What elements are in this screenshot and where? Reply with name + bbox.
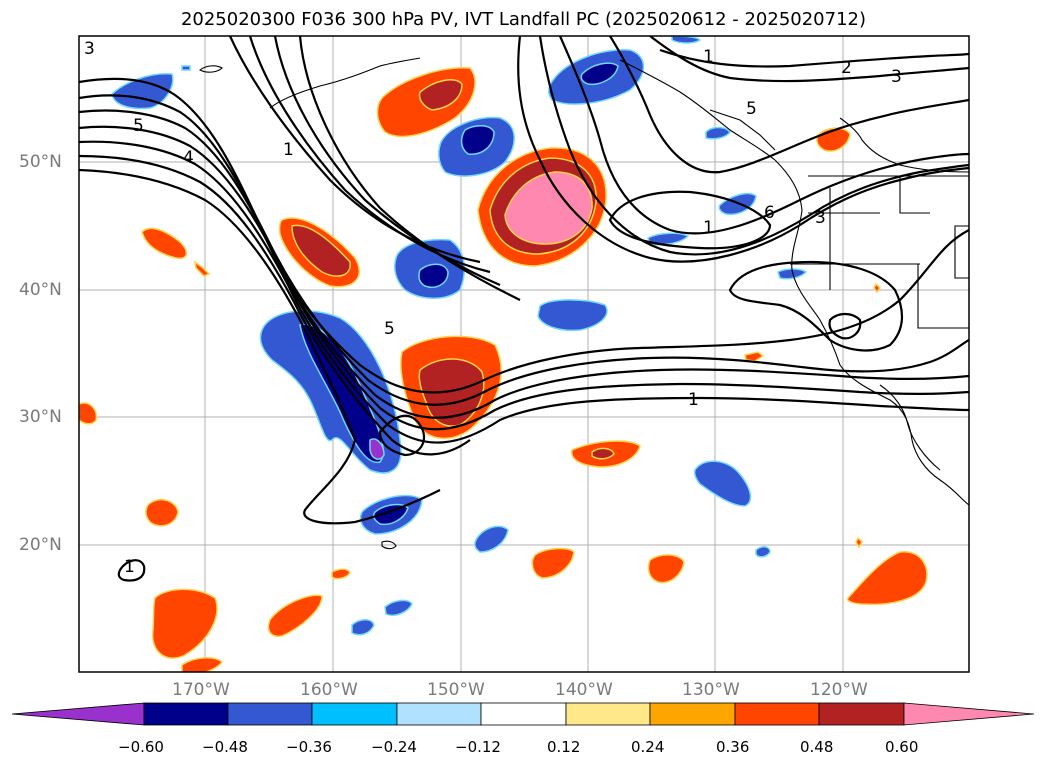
contour-label: 3	[84, 39, 95, 59]
pv-negative-blob	[369, 438, 385, 460]
colorbar-extend-max	[903, 702, 1035, 726]
pv-positive-blob	[418, 79, 463, 111]
colorbar-extend-min	[11, 702, 145, 726]
pv-negative-blob	[460, 125, 495, 155]
contour-label: 3	[891, 67, 902, 87]
contour-label: 5	[746, 99, 757, 119]
contour-label: 2	[841, 58, 852, 78]
lat-label: 40°N	[19, 280, 62, 300]
pv-negative-blob	[372, 503, 409, 526]
lon-label: 140°W	[555, 680, 613, 700]
lat-label: 20°N	[19, 535, 62, 555]
lon-label: 130°W	[682, 680, 740, 700]
colorbar-segment	[143, 702, 229, 726]
pv-positive-blob	[181, 657, 224, 672]
lon-label: 120°W	[810, 680, 868, 700]
pv-negative-blob	[474, 525, 509, 553]
pv-positive-blob	[267, 594, 323, 638]
colorbar-tick-label: 0.12	[547, 738, 581, 756]
colorbar-segment	[649, 702, 736, 726]
coastlines	[198, 57, 969, 550]
colorbar-segment	[480, 702, 567, 726]
pv-negative-blob	[755, 546, 771, 558]
lon-label: 160°W	[300, 680, 358, 700]
colorbar-tick-label: −0.60	[118, 738, 164, 756]
pv-negative-blob	[384, 599, 413, 616]
pv-positive-blob	[145, 498, 179, 527]
colorbar-tick-label: −0.48	[202, 738, 248, 756]
pv-negative-blob	[671, 36, 702, 44]
contour-label: 6	[764, 203, 775, 223]
pv-positive-blob	[193, 260, 211, 277]
colorbar-segment	[311, 702, 398, 726]
colorbar-segment	[818, 702, 905, 726]
colorbar-tick-label: 0.36	[716, 738, 750, 756]
colorbar	[11, 702, 1035, 726]
pv-negative-blob	[537, 299, 608, 332]
pv-positive-blob	[331, 568, 351, 580]
pv-positive-blob	[291, 224, 351, 277]
map-title: 2025020300 F036 300 hPa PV, IVT Landfall…	[180, 9, 867, 30]
pv-negative-blob	[580, 62, 619, 86]
pv-positive-blob	[504, 171, 593, 245]
contour-label: 5	[384, 319, 395, 339]
pv-positive-blob	[531, 547, 575, 579]
pv-negative-blob	[777, 268, 808, 280]
pv-positive-anomalies	[79, 67, 928, 672]
lon-label: 170°W	[172, 680, 230, 700]
colorbar-tick-label: −0.24	[371, 738, 417, 756]
pv-negative-blob	[705, 126, 731, 140]
lat-label: 30°N	[19, 407, 62, 427]
colorbar-tick-label: 0.48	[800, 738, 834, 756]
pv-negative-blob	[647, 232, 690, 246]
lon-label: 150°W	[427, 680, 485, 700]
colorbar-segment	[734, 702, 820, 726]
pv-positive-blob	[591, 447, 615, 460]
pv-positive-blob	[744, 351, 765, 362]
contour-label: 1	[688, 390, 699, 410]
contour-label: 3	[815, 208, 826, 228]
pv-positive-blob	[141, 227, 188, 260]
colorbar-tick-label: −0.36	[286, 738, 332, 756]
contour-label: 1	[703, 47, 714, 67]
map-frame	[78, 35, 970, 673]
pv-positive-blob	[151, 588, 218, 659]
colorbar-segment	[565, 702, 651, 726]
colorbar-tick-label: 0.60	[885, 738, 919, 756]
pv-positive-blob	[846, 551, 928, 606]
pv-negative-blob	[351, 619, 375, 636]
pv-negative-blob	[418, 263, 449, 288]
contour-label: 1	[703, 218, 714, 238]
pv-negative-blob	[181, 65, 191, 71]
pv-positive-blob	[873, 282, 881, 294]
colorbar-segment	[227, 702, 313, 726]
gridlines	[79, 36, 969, 672]
colorbar-tick-label: −0.12	[455, 738, 501, 756]
lat-label: 50°N	[19, 152, 62, 172]
contour-label: 4	[183, 148, 194, 168]
contour-label: 1	[283, 140, 294, 160]
pv-positive-blob	[647, 554, 685, 584]
contour-label: 5	[133, 116, 144, 136]
colorbar-segment	[396, 702, 482, 726]
colorbar-tick-label: 0.24	[631, 738, 665, 756]
contour-labels: 3 5 4 1 5 1 2 3 5 6 3 1 1 1	[84, 39, 902, 577]
ivt-contours	[79, 36, 969, 582]
pv-negative-blob	[693, 460, 752, 507]
pv-positive-blob	[79, 402, 98, 425]
pv-positive-blob	[855, 536, 863, 549]
contour-label: 1	[124, 557, 135, 577]
